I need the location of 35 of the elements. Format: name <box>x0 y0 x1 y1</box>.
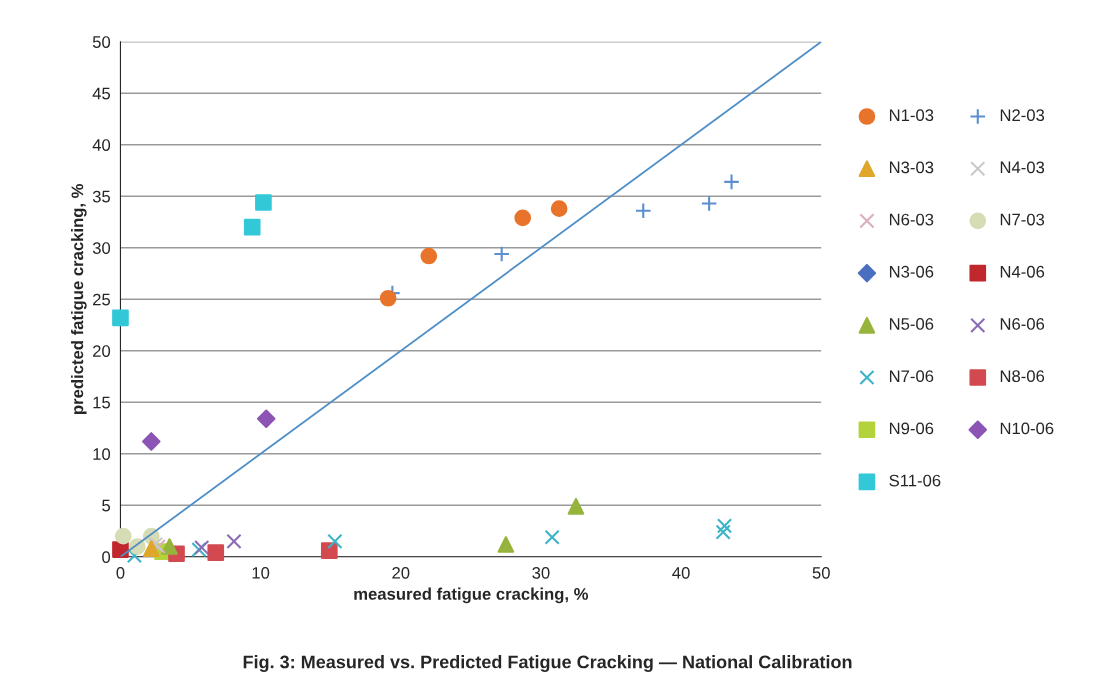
y-tick-label: 20 <box>93 345 111 357</box>
y-tick-label: 15 <box>93 396 111 409</box>
legend-label: N7-06 <box>889 370 934 383</box>
y-axis-title: predicted fatigue cracking, % <box>71 183 87 414</box>
legend-label: N9-06 <box>889 422 934 435</box>
legend-label: N1-03 <box>889 109 934 122</box>
legend-label: N5-06 <box>889 318 934 330</box>
y-tick-label: 5 <box>102 499 111 512</box>
x-tick-label: 50 <box>812 566 830 579</box>
y-tick-label: 10 <box>93 448 111 460</box>
y-tick-label: 40 <box>92 139 111 151</box>
y-tick-label: 50 <box>92 36 111 48</box>
legend-label: N3-03 <box>889 161 934 174</box>
caption: Fig. 3: Measured vs. Predicted Fatigue Cracking — National Calibration <box>243 655 852 672</box>
legend-label: N7-03 <box>1000 213 1045 226</box>
x-tick-label: 40 <box>672 566 690 579</box>
x-axis-title: measured fatigue cracking, % <box>354 587 589 604</box>
legend-label: N3-06 <box>889 265 934 278</box>
legend-label: N8-06 <box>1000 370 1045 383</box>
y-tick-label: 0 <box>102 551 111 563</box>
x-tick-label: 30 <box>532 566 550 579</box>
legend-label: N4-03 <box>1000 161 1045 174</box>
legend-label: N6-06 <box>1000 318 1045 330</box>
x-tick-label: 0 <box>116 566 125 579</box>
legend-label: N10-06 <box>1000 422 1054 435</box>
y-tick-label: 25 <box>93 293 111 306</box>
y-tick-label: 35 <box>92 190 111 203</box>
x-tick-label: 10 <box>252 566 270 579</box>
legend-label: S11-06 <box>889 474 941 487</box>
legend-label: N2-03 <box>1000 109 1045 122</box>
legend-label: N4-06 <box>1000 265 1045 278</box>
y-tick-label: 45 <box>92 87 111 100</box>
y-tick-label: 30 <box>92 242 111 254</box>
legend-label: N6-03 <box>889 213 934 226</box>
x-tick-label: 20 <box>392 566 410 579</box>
